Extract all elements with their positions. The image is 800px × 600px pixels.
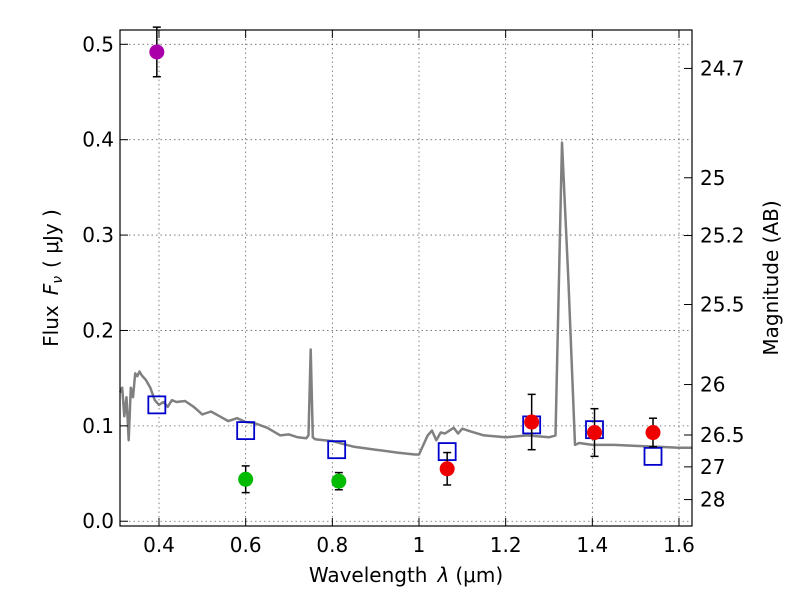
- data-point: [238, 471, 254, 487]
- data-point: [331, 473, 347, 489]
- y-tick-label: 0.5: [82, 32, 114, 56]
- data-point: [645, 425, 661, 441]
- y2-tick-label: 27: [700, 455, 725, 479]
- y2-tick-label: 26.5: [700, 423, 745, 447]
- series-layer: [118, 26, 692, 494]
- data-point: [587, 425, 602, 441]
- y2-tick-label: 25.2: [700, 224, 745, 248]
- y-axis-label: FluxFν( μJy ): [39, 209, 66, 347]
- x-tick-label: 1: [413, 533, 426, 557]
- y-tick-label: 0.3: [82, 223, 114, 247]
- y2-tick-label: 25.5: [700, 293, 745, 317]
- x-tick-label: 1.2: [490, 533, 522, 557]
- x-tick-label: 0.6: [230, 533, 262, 557]
- y-axis-unit: ( μJy ): [39, 209, 63, 268]
- y-tick-label: 0.0: [82, 509, 114, 533]
- data-point: [149, 44, 165, 60]
- model-photometry-square: [327, 440, 347, 460]
- x-tick-label: 1.4: [576, 533, 608, 557]
- x-tick-label: 0.8: [316, 533, 348, 557]
- model-photometry-square: [236, 421, 256, 441]
- y-tick-label: 0.2: [82, 318, 114, 342]
- x-tick-label: 1.6: [663, 533, 695, 557]
- y2-tick-label: 28: [700, 488, 725, 512]
- ticks-layer: 0.4 0.6 0.8 1 1.2 1.4 1.6 0.0 0.1 0.2 0.3 0.4 0.5 24.…: [82, 30, 745, 557]
- y2-tick-label: 26: [700, 373, 725, 397]
- y-axis-subscript: ν: [50, 276, 66, 284]
- y2-tick-label: 25: [700, 166, 725, 190]
- model-photometry-square: [147, 395, 167, 415]
- x-tick-label: 0.4: [143, 533, 175, 557]
- y-tick-label: 0.1: [82, 414, 114, 438]
- x-axis-label: Wavelength λ (μm): [309, 563, 503, 587]
- x-axis-symbol: λ: [437, 563, 450, 587]
- plot-frame: [119, 29, 693, 527]
- data-point: [524, 414, 540, 430]
- y2-tick-label: 24.7: [700, 56, 745, 80]
- model-photometry-square: [643, 446, 663, 466]
- data-point: [439, 461, 455, 477]
- y-tick-label: 0.4: [82, 128, 114, 152]
- right-axis-label: Magnitude (AB): [759, 200, 783, 355]
- y-axis-symbol: F: [39, 283, 63, 295]
- x-axis-unit: (μm): [455, 563, 503, 587]
- grid-layer: [120, 30, 692, 526]
- model-sed-line: [118, 141, 692, 456]
